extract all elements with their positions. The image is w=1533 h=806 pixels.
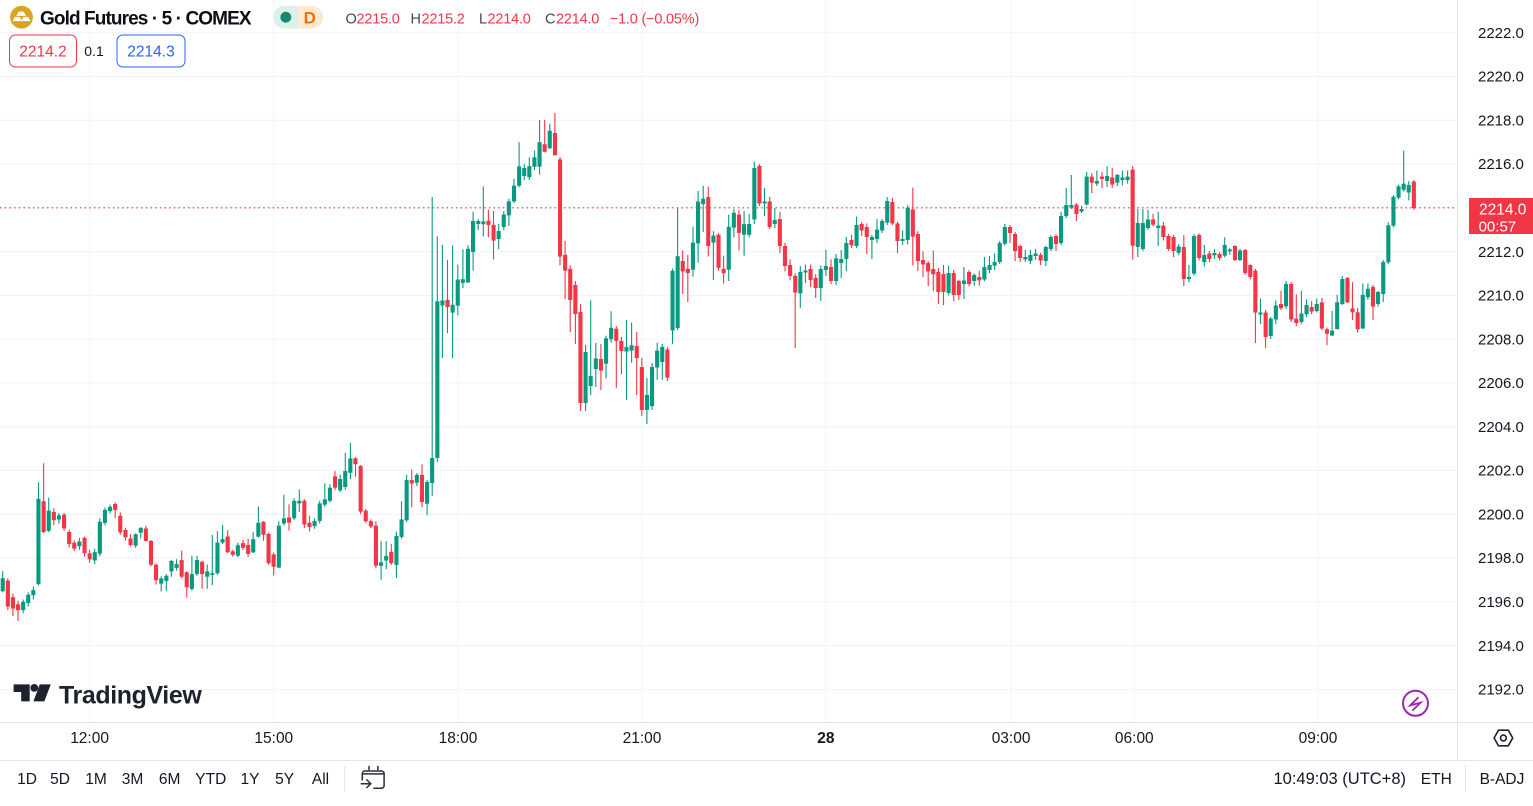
svg-text:5D: 5D bbox=[50, 771, 70, 788]
svg-text:H: H bbox=[411, 12, 421, 28]
svg-text:TradingView: TradingView bbox=[59, 682, 202, 710]
svg-text:2212.0: 2212.0 bbox=[1478, 244, 1524, 261]
svg-text:2192.0: 2192.0 bbox=[1478, 682, 1524, 699]
svg-text:2220.0: 2220.0 bbox=[1478, 69, 1524, 86]
svg-text:21:00: 21:00 bbox=[623, 730, 662, 747]
svg-text:−1.0 (−0.05%): −1.0 (−0.05%) bbox=[610, 12, 699, 28]
svg-text:2214.0: 2214.0 bbox=[488, 12, 531, 28]
svg-text:D: D bbox=[304, 9, 316, 28]
svg-text:03:00: 03:00 bbox=[992, 730, 1031, 747]
svg-text:1Y: 1Y bbox=[241, 771, 260, 788]
svg-text:6M: 6M bbox=[159, 771, 181, 788]
svg-text:B-ADJ: B-ADJ bbox=[1480, 771, 1525, 788]
svg-text:2200.0: 2200.0 bbox=[1478, 507, 1524, 524]
svg-text:2218.0: 2218.0 bbox=[1478, 112, 1524, 129]
svg-text:15:00: 15:00 bbox=[254, 730, 293, 747]
svg-text:C: C bbox=[545, 12, 555, 28]
svg-text:2215.0: 2215.0 bbox=[357, 12, 400, 28]
svg-text:All: All bbox=[312, 771, 329, 788]
svg-text:2222.0: 2222.0 bbox=[1478, 25, 1524, 42]
svg-text:2204.0: 2204.0 bbox=[1478, 419, 1524, 436]
svg-text:2210.0: 2210.0 bbox=[1478, 288, 1524, 305]
svg-text:2196.0: 2196.0 bbox=[1478, 594, 1524, 611]
svg-text:12:00: 12:00 bbox=[70, 730, 109, 747]
svg-text:L: L bbox=[479, 12, 487, 28]
svg-text:00:57: 00:57 bbox=[1479, 219, 1517, 236]
svg-text:3M: 3M bbox=[122, 771, 144, 788]
svg-text:2214.0: 2214.0 bbox=[1479, 202, 1527, 219]
svg-text:2198.0: 2198.0 bbox=[1478, 550, 1524, 567]
svg-text:2194.0: 2194.0 bbox=[1478, 638, 1524, 655]
svg-text:2214.3: 2214.3 bbox=[127, 44, 174, 61]
svg-text:YTD: YTD bbox=[195, 771, 226, 788]
svg-text:28: 28 bbox=[817, 730, 835, 747]
svg-text:06:00: 06:00 bbox=[1115, 730, 1154, 747]
svg-text:O: O bbox=[346, 12, 357, 28]
svg-text:2215.2: 2215.2 bbox=[422, 12, 465, 28]
svg-text:2214.0: 2214.0 bbox=[556, 12, 599, 28]
svg-text:Gold Futures · 5 · COMEX: Gold Futures · 5 · COMEX bbox=[40, 9, 252, 30]
svg-text:ETH: ETH bbox=[1421, 771, 1452, 788]
svg-text:18:00: 18:00 bbox=[439, 730, 478, 747]
svg-text:1D: 1D bbox=[17, 771, 37, 788]
svg-text:2216.0: 2216.0 bbox=[1478, 156, 1524, 173]
svg-text:0.1: 0.1 bbox=[84, 43, 104, 59]
svg-text:2206.0: 2206.0 bbox=[1478, 375, 1524, 392]
svg-text:1M: 1M bbox=[85, 771, 107, 788]
svg-text:09:00: 09:00 bbox=[1299, 730, 1338, 747]
svg-text:10:49:03 (UTC+8): 10:49:03 (UTC+8) bbox=[1273, 770, 1406, 788]
svg-text:2202.0: 2202.0 bbox=[1478, 463, 1524, 480]
svg-text:2214.2: 2214.2 bbox=[19, 44, 66, 61]
svg-text:5Y: 5Y bbox=[275, 771, 294, 788]
svg-text:2208.0: 2208.0 bbox=[1478, 331, 1524, 348]
